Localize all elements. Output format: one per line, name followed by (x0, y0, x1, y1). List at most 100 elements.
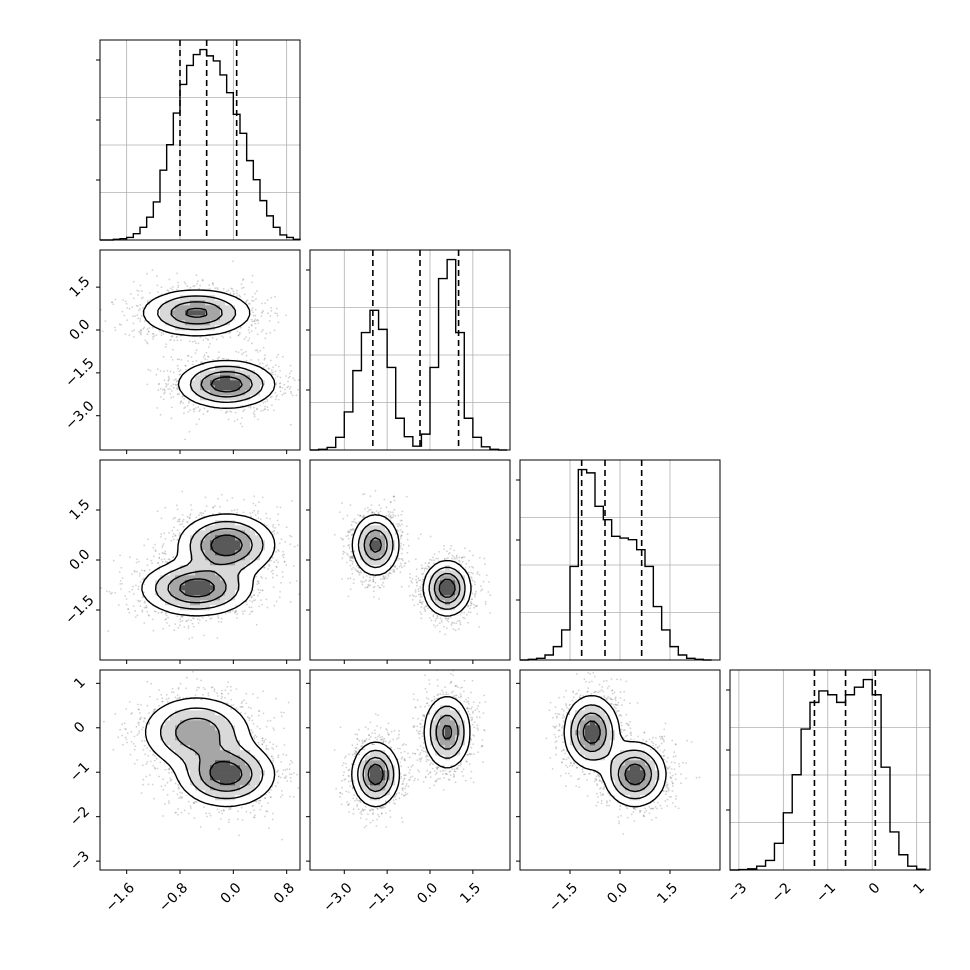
scatter-point (195, 360, 198, 362)
scatter-point (269, 396, 272, 399)
scatter-point (256, 407, 258, 410)
scatter-point (146, 383, 149, 386)
histogram-step (100, 48, 301, 241)
density-cell (210, 305, 216, 311)
density-cell (225, 370, 231, 376)
scatter-point (258, 605, 261, 608)
scatter-point (250, 324, 253, 327)
scatter-point (243, 293, 246, 296)
density-cell (230, 320, 236, 326)
scatter-point (233, 292, 235, 295)
scatter-point (252, 412, 255, 415)
scatter-point (187, 625, 190, 627)
density-cell (165, 300, 171, 306)
scatter-point (179, 402, 182, 405)
scatter-point (260, 575, 262, 578)
density-cell (195, 330, 201, 336)
density-cell (260, 395, 266, 401)
scatter-point (277, 549, 279, 551)
scatter-point (169, 393, 172, 395)
density-cell (240, 400, 246, 406)
density-cell (200, 295, 206, 301)
scatter-point (253, 415, 256, 418)
density-cell (200, 365, 206, 371)
density-cell (220, 395, 226, 401)
scatter-point (153, 555, 155, 558)
scatter-point (260, 410, 262, 412)
density-cell (225, 390, 231, 396)
scatter-point (264, 302, 266, 304)
scatter-point (248, 326, 250, 329)
scatter-point (143, 569, 146, 572)
density-cell (240, 385, 246, 391)
scatter-point (201, 279, 204, 282)
scatter-point (267, 568, 269, 570)
scatter-point (110, 592, 112, 595)
scatter-point (261, 589, 264, 592)
density-cell (150, 315, 156, 321)
scatter-point (252, 594, 255, 597)
scatter-point (151, 326, 154, 329)
scatter-point (187, 354, 190, 357)
scatter-point (268, 320, 271, 322)
scatter-point (274, 312, 277, 314)
scatter-point (133, 329, 136, 332)
density-cell (235, 305, 241, 311)
scatter-point (243, 338, 246, 341)
scatter-point (188, 516, 191, 519)
density-cell (245, 315, 251, 321)
scatter-point (169, 370, 172, 373)
scatter-point (184, 406, 187, 408)
panel-content (100, 490, 300, 640)
scatter-point (274, 370, 277, 373)
scatter-point (286, 386, 289, 389)
scatter-point (254, 349, 257, 352)
scatter-point (229, 292, 232, 295)
density-cell (270, 385, 276, 391)
scatter-point (208, 346, 210, 348)
scatter-point (263, 566, 266, 569)
scatter-point (114, 326, 116, 329)
scatter-point (184, 364, 187, 367)
density-cell (210, 390, 216, 396)
scatter-point (172, 535, 174, 538)
scatter-point (255, 575, 258, 578)
scatter-point (134, 571, 136, 573)
scatter-point (178, 370, 181, 373)
scatter-point (291, 500, 293, 502)
scatter-point (272, 371, 274, 374)
scatter-point (252, 311, 255, 314)
density-cell (240, 395, 246, 401)
scatter-point (202, 339, 205, 341)
scatter-point (257, 594, 259, 597)
scatter-point (177, 284, 180, 287)
scatter-panel-1-0 (96, 249, 301, 454)
scatter-point (133, 593, 135, 595)
scatter-point (184, 438, 187, 441)
scatter-point (132, 280, 135, 283)
density-cell (145, 305, 151, 311)
scatter-point (271, 404, 273, 406)
scatter-point (176, 272, 179, 275)
scatter-point (172, 556, 175, 558)
scatter-point (236, 330, 239, 333)
scatter-point (281, 387, 284, 389)
density-cell (180, 290, 186, 296)
scatter-point (206, 410, 209, 413)
scatter-point (167, 290, 170, 292)
scatter-point (198, 410, 201, 413)
scatter-point (111, 301, 113, 304)
scatter-point (140, 331, 143, 333)
scatter-point (147, 614, 150, 616)
scatter-point (251, 274, 254, 277)
density-cell (220, 300, 226, 306)
scatter-point (246, 603, 248, 606)
scatter-point (146, 558, 149, 561)
density-cell (200, 400, 206, 406)
scatter-point (241, 353, 243, 356)
scatter-point (162, 627, 165, 630)
scatter-point (107, 630, 110, 632)
scatter-point (266, 406, 269, 409)
density-cell (185, 315, 191, 321)
density-cell (215, 360, 221, 366)
